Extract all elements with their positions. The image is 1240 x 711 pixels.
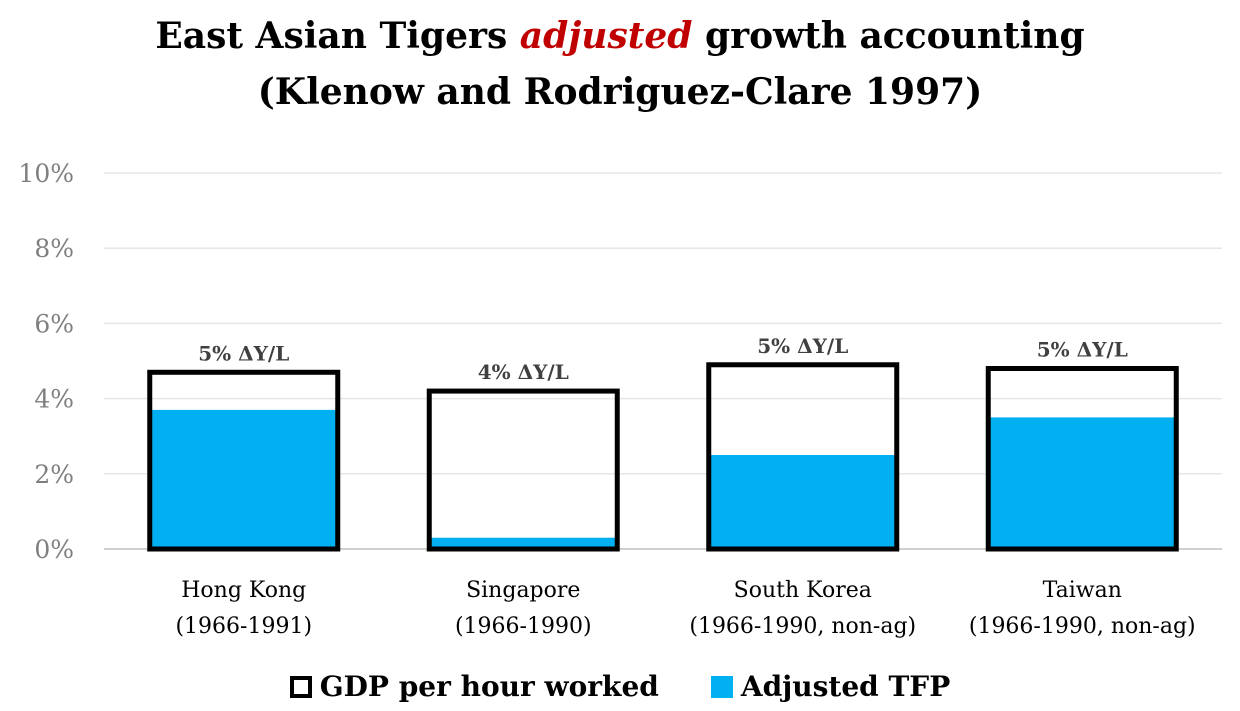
legend-label-gdp: GDP per hour worked xyxy=(319,670,659,703)
title-emphasis: adjusted xyxy=(519,15,693,57)
legend: GDP per hour worked Adjusted TFP xyxy=(0,670,1240,703)
tfp-bar xyxy=(708,455,897,549)
x-tick-label: Hong Kong xyxy=(181,578,306,603)
legend-label-tfp: Adjusted TFP xyxy=(740,670,951,703)
gdp-bar xyxy=(985,366,1179,552)
legend-item-gdp: GDP per hour worked xyxy=(289,670,659,703)
title-part-2: growth accounting xyxy=(692,15,1085,57)
gdp-bar xyxy=(147,369,341,552)
gdp-bar xyxy=(426,388,620,552)
data-label: 4% ΔY/L xyxy=(478,360,569,384)
legend-swatch-gdp xyxy=(289,675,312,698)
y-tick-label: 0% xyxy=(34,535,74,564)
chart-title: East Asian Tigers adjusted growth accoun… xyxy=(0,8,1240,120)
title-line-2: (Klenow and Rodriguez-Clare 1997) xyxy=(257,71,983,113)
x-tick-label: (1966-1990, non-ag) xyxy=(969,614,1196,639)
data-label: 5% ΔY/L xyxy=(1037,338,1128,362)
gdp-bar xyxy=(706,362,900,552)
title-line-1: East Asian Tigers adjusted growth accoun… xyxy=(0,8,1240,64)
x-tick-label: South Korea xyxy=(734,578,872,603)
y-tick-label: 4% xyxy=(34,385,74,414)
tfp-bar xyxy=(149,409,338,549)
tfp-bar xyxy=(429,537,618,549)
legend-swatch-tfp xyxy=(710,675,733,698)
y-tick-label: 2% xyxy=(34,460,74,489)
x-tick-label: (1966-1991) xyxy=(175,614,312,639)
legend-item-tfp: Adjusted TFP xyxy=(710,670,951,703)
data-label: 5% ΔY/L xyxy=(757,334,848,358)
x-tick-label: Taiwan xyxy=(1043,578,1122,603)
title-part-1: East Asian Tigers xyxy=(155,15,520,57)
y-tick-label: 6% xyxy=(34,309,74,338)
tfp-bar xyxy=(988,417,1177,549)
x-tick-label: (1966-1990) xyxy=(455,614,592,639)
y-tick-label: 10% xyxy=(18,159,74,188)
data-label: 5% ΔY/L xyxy=(198,341,289,365)
x-tick-label: (1966-1990, non-ag) xyxy=(689,614,916,639)
x-tick-label: Singapore xyxy=(466,578,580,603)
y-tick-label: 8% xyxy=(34,234,74,263)
